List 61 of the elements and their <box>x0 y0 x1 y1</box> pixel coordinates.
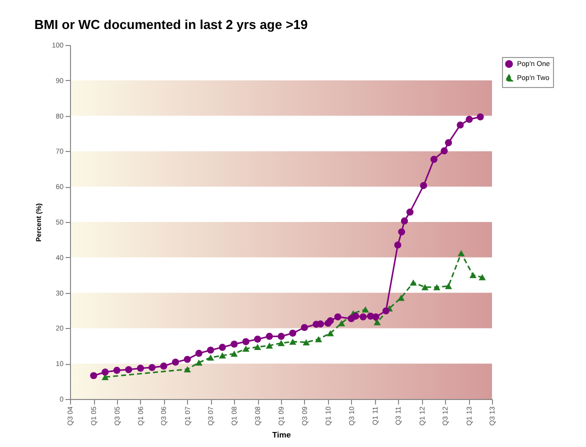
point <box>430 156 438 163</box>
point <box>254 344 262 350</box>
point <box>266 332 273 340</box>
point <box>195 359 202 366</box>
point <box>360 313 367 320</box>
point <box>184 356 191 363</box>
point <box>478 274 486 280</box>
point <box>338 320 346 326</box>
point <box>266 342 273 349</box>
point <box>398 294 405 301</box>
point <box>278 332 285 340</box>
point <box>440 147 448 154</box>
point <box>289 330 296 337</box>
point <box>160 362 168 370</box>
point <box>444 283 452 290</box>
point <box>400 217 408 224</box>
point <box>352 312 360 320</box>
point <box>398 228 406 236</box>
point <box>466 116 473 123</box>
chart-title: BMI or WC documented in last 2 yrs age >19 <box>34 17 308 32</box>
point <box>90 372 98 380</box>
point <box>125 366 132 374</box>
point <box>102 368 109 376</box>
point <box>420 182 428 190</box>
point <box>458 250 465 256</box>
point <box>136 364 144 372</box>
point <box>382 307 390 314</box>
point <box>362 306 369 312</box>
point <box>302 339 310 346</box>
point <box>334 313 342 320</box>
point <box>242 338 250 346</box>
point <box>207 354 214 361</box>
x-axis-title: Time <box>272 430 292 440</box>
point <box>394 241 402 249</box>
point <box>421 284 429 290</box>
point <box>230 340 238 348</box>
point <box>289 338 296 345</box>
point <box>326 317 334 324</box>
point <box>242 346 250 352</box>
point <box>184 366 191 372</box>
point <box>406 208 414 216</box>
point <box>456 121 464 129</box>
point <box>444 139 452 146</box>
point <box>113 366 120 374</box>
point <box>218 352 226 359</box>
point <box>230 350 238 357</box>
point <box>254 336 262 343</box>
point <box>326 330 334 336</box>
point <box>315 336 322 342</box>
point <box>469 272 477 278</box>
point <box>300 324 308 332</box>
point <box>195 350 202 357</box>
point <box>207 346 214 354</box>
point <box>218 344 226 351</box>
point <box>172 358 180 366</box>
point <box>433 284 440 290</box>
point <box>148 364 156 372</box>
point <box>278 340 285 346</box>
point <box>372 313 380 320</box>
point <box>476 113 484 120</box>
point <box>410 279 417 286</box>
